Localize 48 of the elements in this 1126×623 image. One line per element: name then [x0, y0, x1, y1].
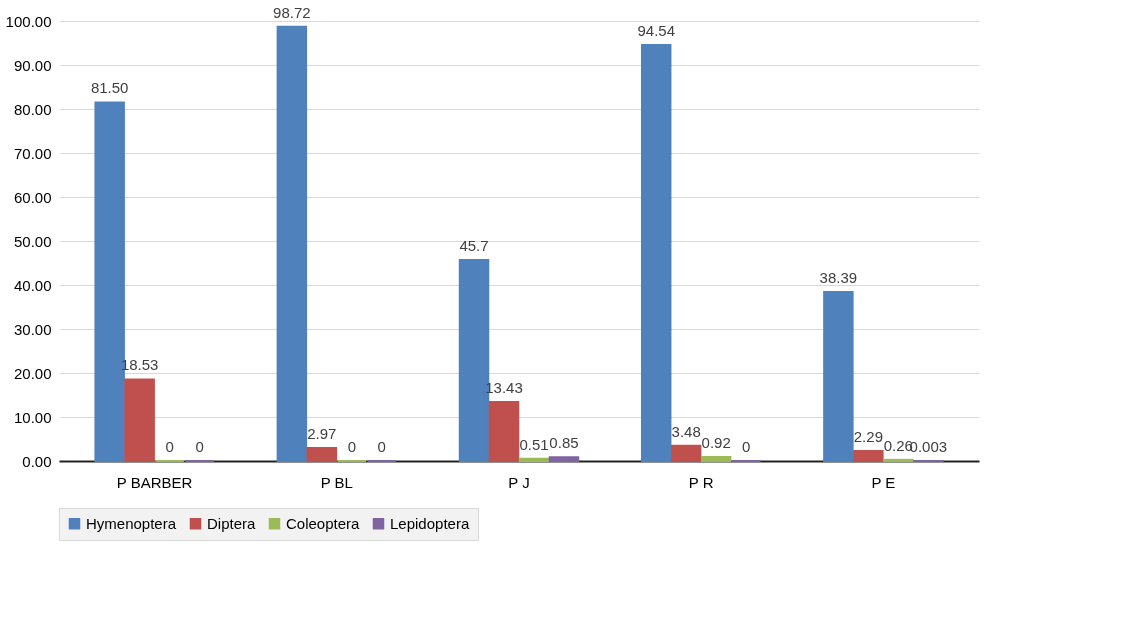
- y-tick-label: 10.00: [13, 408, 52, 426]
- data-label: 0: [347, 438, 356, 455]
- data-label: 98.72: [273, 3, 311, 21]
- bar: [276, 25, 308, 462]
- bar: [853, 449, 884, 462]
- data-label: 2.29: [853, 427, 883, 445]
- data-label: 94.54: [637, 22, 675, 40]
- x-tick-label: P R: [688, 473, 714, 491]
- data-label: 81.50: [90, 79, 129, 97]
- y-tick-label: 30.00: [13, 320, 52, 338]
- data-label: 0: [195, 438, 204, 455]
- x-tick-label: P J: [508, 473, 530, 491]
- bar: [823, 291, 854, 462]
- x-tick-label: P BL: [320, 473, 353, 491]
- bar: [640, 44, 672, 462]
- data-label: 0.92: [701, 433, 731, 451]
- x-tick-label: P BARBER: [116, 473, 193, 491]
- legend-label: Diptera: [207, 514, 257, 532]
- data-label: 0.51: [519, 435, 549, 453]
- y-tick-label: 70.00: [13, 144, 52, 162]
- data-label: 0: [741, 438, 751, 455]
- y-tick-label: 90.00: [13, 56, 52, 74]
- data-label: 0: [165, 438, 174, 455]
- y-tick-label: 100.00: [5, 12, 52, 30]
- x-tick-label: P E: [871, 473, 896, 491]
- bar: [124, 378, 155, 462]
- bar: [518, 457, 550, 462]
- data-label: 2.97: [307, 424, 337, 442]
- bar: [700, 455, 732, 462]
- data-label: 38.39: [819, 269, 858, 287]
- data-label: 0.26: [883, 436, 913, 454]
- y-tick-label: 0.00: [22, 452, 52, 470]
- bar: [306, 446, 338, 462]
- legend-label: Coleoptera: [286, 514, 361, 532]
- y-tick-label: 80.00: [13, 100, 52, 118]
- legend-label: Hymenoptera: [86, 514, 177, 532]
- bar: [548, 456, 580, 462]
- data-label: 0.85: [549, 434, 579, 452]
- data-label: 45.7: [459, 236, 489, 254]
- bar: [670, 444, 702, 462]
- bar: [488, 400, 520, 462]
- data-label: 3.48: [671, 422, 701, 440]
- y-tick-label: 20.00: [13, 364, 52, 382]
- y-tick-label: 50.00: [13, 232, 52, 250]
- legend-label: Lepidoptera: [390, 514, 470, 532]
- data-label: 0: [377, 438, 386, 455]
- y-tick-label: 40.00: [13, 276, 52, 294]
- y-tick-label: 60.00: [13, 188, 52, 206]
